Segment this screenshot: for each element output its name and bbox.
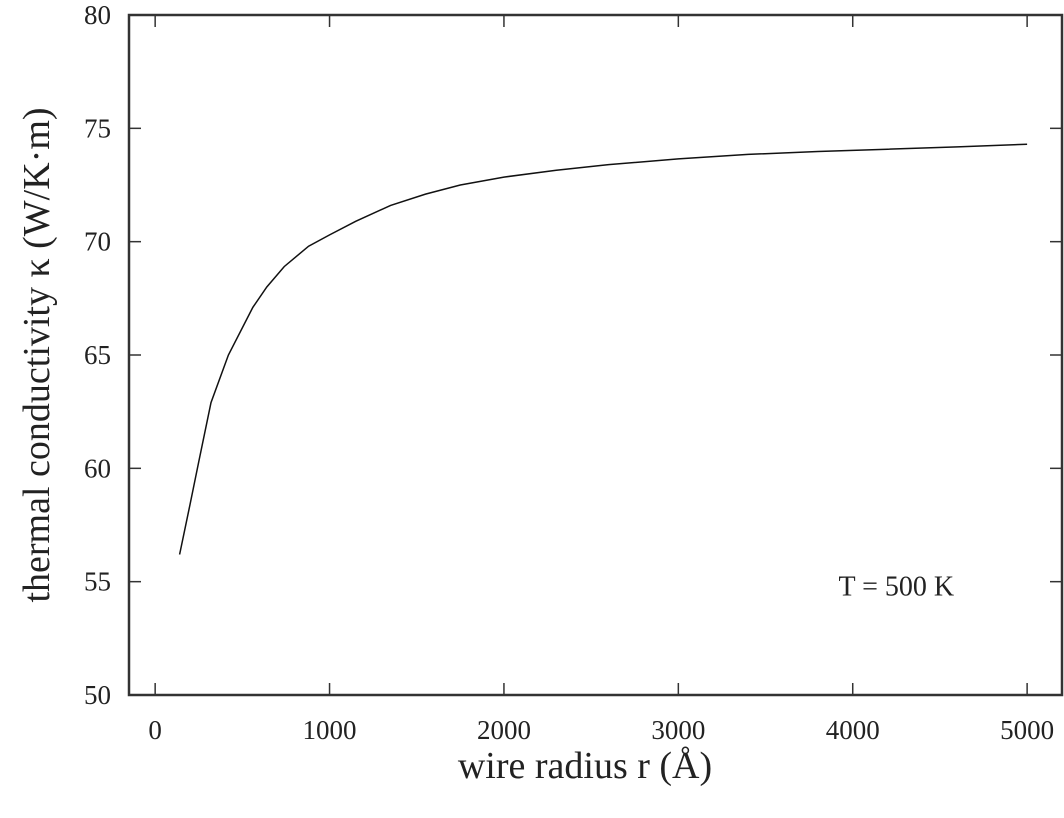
- y-tick-label: 50: [84, 680, 111, 710]
- x-tick-label: 0: [148, 715, 162, 745]
- y-axis-title: thermal conductivity κ (W/K·m): [16, 107, 58, 602]
- x-tick-label: 4000: [826, 715, 880, 745]
- y-tick-label: 80: [84, 0, 111, 30]
- annotation-temperature: T = 500 K: [839, 571, 955, 602]
- y-tick-label: 70: [84, 227, 111, 257]
- x-axis-title: wire radius r (Å): [458, 745, 712, 787]
- y-tick-label: 75: [84, 113, 111, 143]
- x-tick-label: 1000: [303, 715, 357, 745]
- x-tick-label: 2000: [477, 715, 531, 745]
- ticks: [129, 14, 1062, 696]
- series-line: [178, 143, 1028, 555]
- y-tick-label: 60: [84, 453, 111, 483]
- y-tick-label: 65: [84, 340, 111, 370]
- x-tick-label: 5000: [1000, 715, 1054, 745]
- x-tick-label: 3000: [651, 715, 705, 745]
- y-tick-label: 55: [84, 567, 111, 597]
- tick-labels: 0 1000 2000 3000 4000 5000 50 55 60 65 70 75 80: [84, 0, 1054, 745]
